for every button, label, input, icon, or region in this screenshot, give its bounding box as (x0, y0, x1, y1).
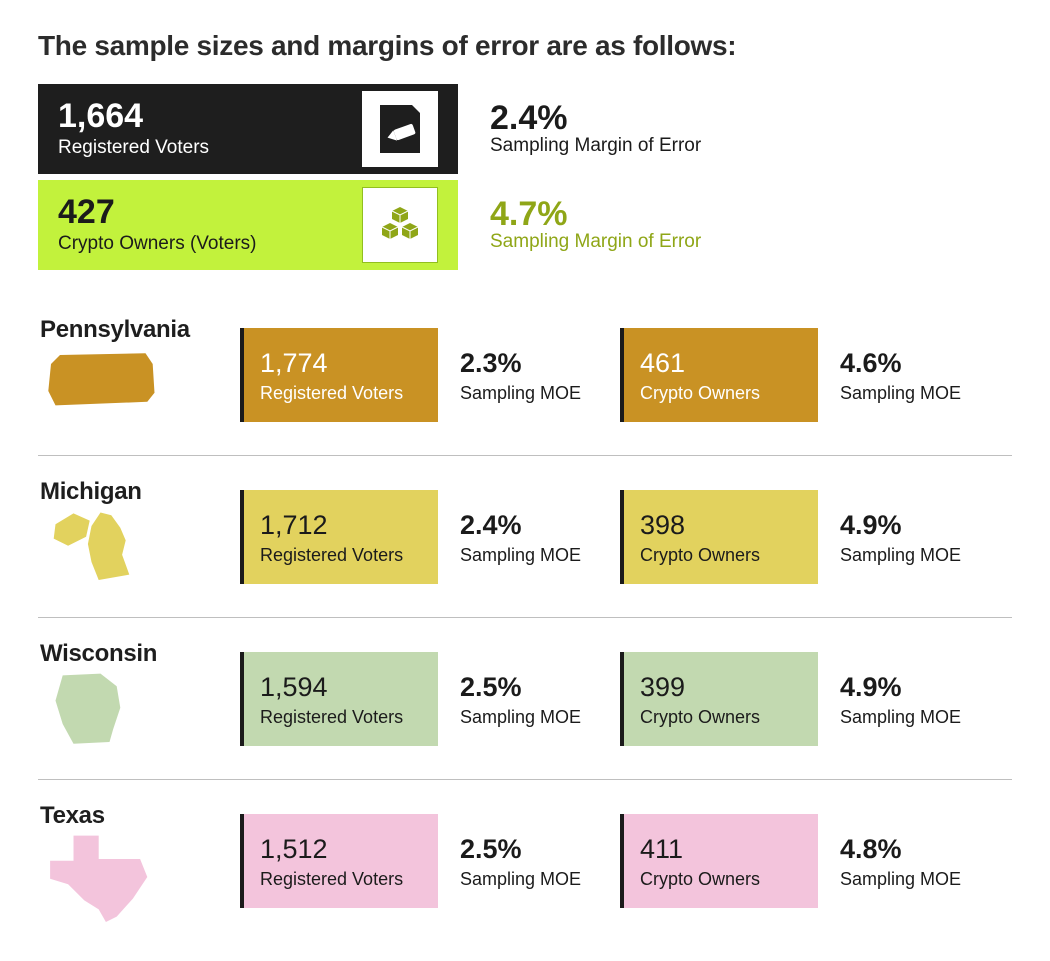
registered-moe-label: Sampling MOE (460, 707, 610, 728)
registered-voters-count: 1,664 (58, 99, 209, 133)
registered-label: Registered Voters (260, 383, 422, 404)
registered-moe: 2.4% Sampling MOE (438, 490, 620, 584)
registered-voters-label: Registered Voters (58, 137, 209, 159)
voters-moe-block: 2.4% Sampling Margin of Error (490, 101, 701, 157)
states-container: Pennsylvania 1,774 Registered Voters 2.3… (38, 294, 1012, 941)
state-shape-icon (40, 348, 170, 433)
crypto-owners-text: 427 Crypto Owners (Voters) (58, 195, 257, 255)
crypto-moe: 4.8% Sampling MOE (818, 814, 1000, 908)
registered-moe-label: Sampling MOE (460, 545, 610, 566)
page-title: The sample sizes and margins of error ar… (38, 30, 1012, 62)
registered-moe-value: 2.4% (460, 512, 610, 539)
crypto-card: 411 Crypto Owners (620, 814, 818, 908)
registered-moe-value: 2.3% (460, 350, 610, 377)
registered-label: Registered Voters (260, 707, 422, 728)
state-cells: 1,512 Registered Voters 2.5% Sampling MO… (240, 814, 1012, 908)
crypto-moe: 4.9% Sampling MOE (818, 490, 1000, 584)
registered-card: 1,512 Registered Voters (240, 814, 438, 908)
state-head: Wisconsin (40, 640, 240, 757)
crypto-label: Crypto Owners (640, 869, 802, 890)
crypto-owners-card: 427 Crypto Owners (Voters) (38, 180, 458, 270)
registered-count: 1,774 (260, 350, 422, 377)
registered-moe-value: 2.5% (460, 836, 610, 863)
crypto-moe-block: 4.7% Sampling Margin of Error (490, 197, 701, 253)
state-row: Texas 1,512 Registered Voters 2.5% Sampl… (38, 779, 1012, 941)
crypto-count: 411 (640, 836, 802, 863)
state-cells: 1,774 Registered Voters 2.3% Sampling MO… (240, 328, 1012, 422)
registered-card: 1,712 Registered Voters (240, 490, 438, 584)
state-head: Michigan (40, 478, 240, 595)
ballot-icon (362, 91, 438, 167)
state-shape-icon (40, 510, 170, 595)
voters-moe-value: 2.4% (490, 101, 701, 135)
registered-label: Registered Voters (260, 869, 422, 890)
state-shape-icon (40, 834, 170, 919)
state-cells: 1,712 Registered Voters 2.4% Sampling MO… (240, 490, 1012, 584)
crypto-label: Crypto Owners (640, 545, 802, 566)
crypto-owners-count: 427 (58, 195, 257, 229)
registered-count: 1,594 (260, 674, 422, 701)
registered-moe-label: Sampling MOE (460, 383, 610, 404)
state-name: Pennsylvania (40, 316, 240, 344)
crypto-moe-label: Sampling MOE (840, 383, 990, 404)
crypto-cubes-icon (362, 187, 438, 263)
state-row: Wisconsin 1,594 Registered Voters 2.5% S… (38, 617, 1012, 779)
registered-card: 1,594 Registered Voters (240, 652, 438, 746)
registered-count: 1,712 (260, 512, 422, 539)
crypto-moe: 4.6% Sampling MOE (818, 328, 1000, 422)
registered-moe: 2.5% Sampling MOE (438, 814, 620, 908)
registered-moe: 2.3% Sampling MOE (438, 328, 620, 422)
crypto-count: 399 (640, 674, 802, 701)
top-crypto-row: 427 Crypto Owners (Voters) (38, 180, 1012, 270)
crypto-label: Crypto Owners (640, 707, 802, 728)
crypto-moe-label: Sampling MOE (840, 869, 990, 890)
state-head: Pennsylvania (40, 316, 240, 433)
crypto-card: 461 Crypto Owners (620, 328, 818, 422)
registered-moe-label: Sampling MOE (460, 869, 610, 890)
crypto-moe-value: 4.6% (840, 350, 990, 377)
registered-voters-card: 1,664 Registered Voters (38, 84, 458, 174)
crypto-owners-label: Crypto Owners (Voters) (58, 233, 257, 255)
registered-card: 1,774 Registered Voters (240, 328, 438, 422)
crypto-moe-label: Sampling MOE (840, 707, 990, 728)
crypto-moe-value: 4.9% (840, 512, 990, 539)
crypto-moe-value: 4.8% (840, 836, 990, 863)
state-name: Texas (40, 802, 240, 830)
crypto-moe-label: Sampling MOE (840, 545, 990, 566)
crypto-card: 399 Crypto Owners (620, 652, 818, 746)
voters-moe-label: Sampling Margin of Error (490, 135, 701, 157)
registered-moe-value: 2.5% (460, 674, 610, 701)
state-name: Wisconsin (40, 640, 240, 668)
crypto-moe-value: 4.7% (490, 197, 701, 231)
crypto-count: 461 (640, 350, 802, 377)
state-head: Texas (40, 802, 240, 919)
registered-count: 1,512 (260, 836, 422, 863)
state-row: Pennsylvania 1,774 Registered Voters 2.3… (38, 294, 1012, 455)
registered-moe: 2.5% Sampling MOE (438, 652, 620, 746)
crypto-count: 398 (640, 512, 802, 539)
registered-voters-text: 1,664 Registered Voters (58, 99, 209, 159)
state-shape-icon (40, 672, 170, 757)
state-cells: 1,594 Registered Voters 2.5% Sampling MO… (240, 652, 1012, 746)
crypto-moe-value: 4.9% (840, 674, 990, 701)
crypto-moe: 4.9% Sampling MOE (818, 652, 1000, 746)
crypto-card: 398 Crypto Owners (620, 490, 818, 584)
crypto-moe-label: Sampling Margin of Error (490, 231, 701, 253)
top-voters-row: 1,664 Registered Voters 2.4% Sampling Ma… (38, 84, 1012, 174)
state-name: Michigan (40, 478, 240, 506)
crypto-label: Crypto Owners (640, 383, 802, 404)
state-row: Michigan 1,712 Registered Voters 2.4% Sa… (38, 455, 1012, 617)
registered-label: Registered Voters (260, 545, 422, 566)
